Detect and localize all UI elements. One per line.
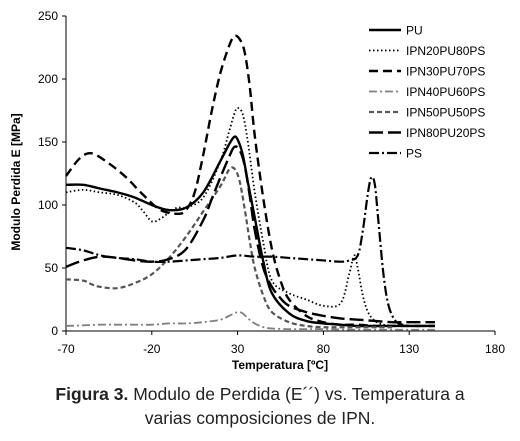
- legend-label-ipn50pu50ps: IPN50PU50PS: [406, 106, 485, 120]
- legend-label-ipn80pu20ps: IPN80PU20PS: [406, 126, 485, 140]
- figure-caption: Figura 3. Modulo de Perdida (E´´) vs. Te…: [0, 382, 520, 430]
- y-tick-label: 50: [45, 261, 59, 275]
- series-line-ipn40pu60ps: [65, 311, 435, 331]
- series-line-ipn30pu70ps: [65, 34, 435, 328]
- series-line-pu: [65, 135, 435, 328]
- y-tick-label: 250: [38, 9, 58, 23]
- legend-label-pu: PU: [406, 24, 423, 38]
- series-layer: [65, 34, 435, 331]
- legend-label-ipn20pu80ps: IPN20PU80PS: [406, 44, 485, 58]
- x-axis-label: Temperatura [ºC]: [232, 358, 328, 372]
- y-tick-label: 0: [51, 324, 58, 338]
- legend-label-ps: PS: [406, 147, 422, 161]
- x-tick-label: -20: [143, 342, 161, 356]
- chart-axes: 0 50 100 150 200 250 -70 -20 30 80 130 180: [38, 9, 505, 356]
- x-tick-label: 30: [231, 342, 245, 356]
- legend: PU IPN20PU80PS IPN30PU70PS IPN40PU60PS IPN50…: [369, 24, 485, 161]
- legend-label-ipn30pu70ps: IPN30PU70PS: [406, 65, 485, 79]
- x-tick-label: 130: [399, 342, 419, 356]
- x-tick-label: 180: [485, 342, 505, 356]
- caption-line-2: varias composiciones de IPN.: [144, 408, 376, 428]
- x-tick-label: -70: [57, 342, 75, 356]
- series-line-ipn80pu20ps: [65, 145, 435, 324]
- y-axis-label: Modulo Perdida E [MPa]: [9, 113, 23, 250]
- caption-line-1: Modulo de Perdida (E´´) vs. Temperatura …: [128, 384, 465, 404]
- y-tick-label: 200: [38, 72, 58, 86]
- x-tick-label: 80: [317, 342, 331, 356]
- y-tick-label: 100: [38, 198, 58, 212]
- y-tick-label: 150: [38, 135, 58, 149]
- series-line-ps: [65, 175, 435, 328]
- series-line-ipn20pu80ps: [65, 107, 393, 327]
- caption-figure-number: Figura 3.: [55, 384, 129, 404]
- legend-label-ipn40pu60ps: IPN40PU60PS: [406, 85, 485, 99]
